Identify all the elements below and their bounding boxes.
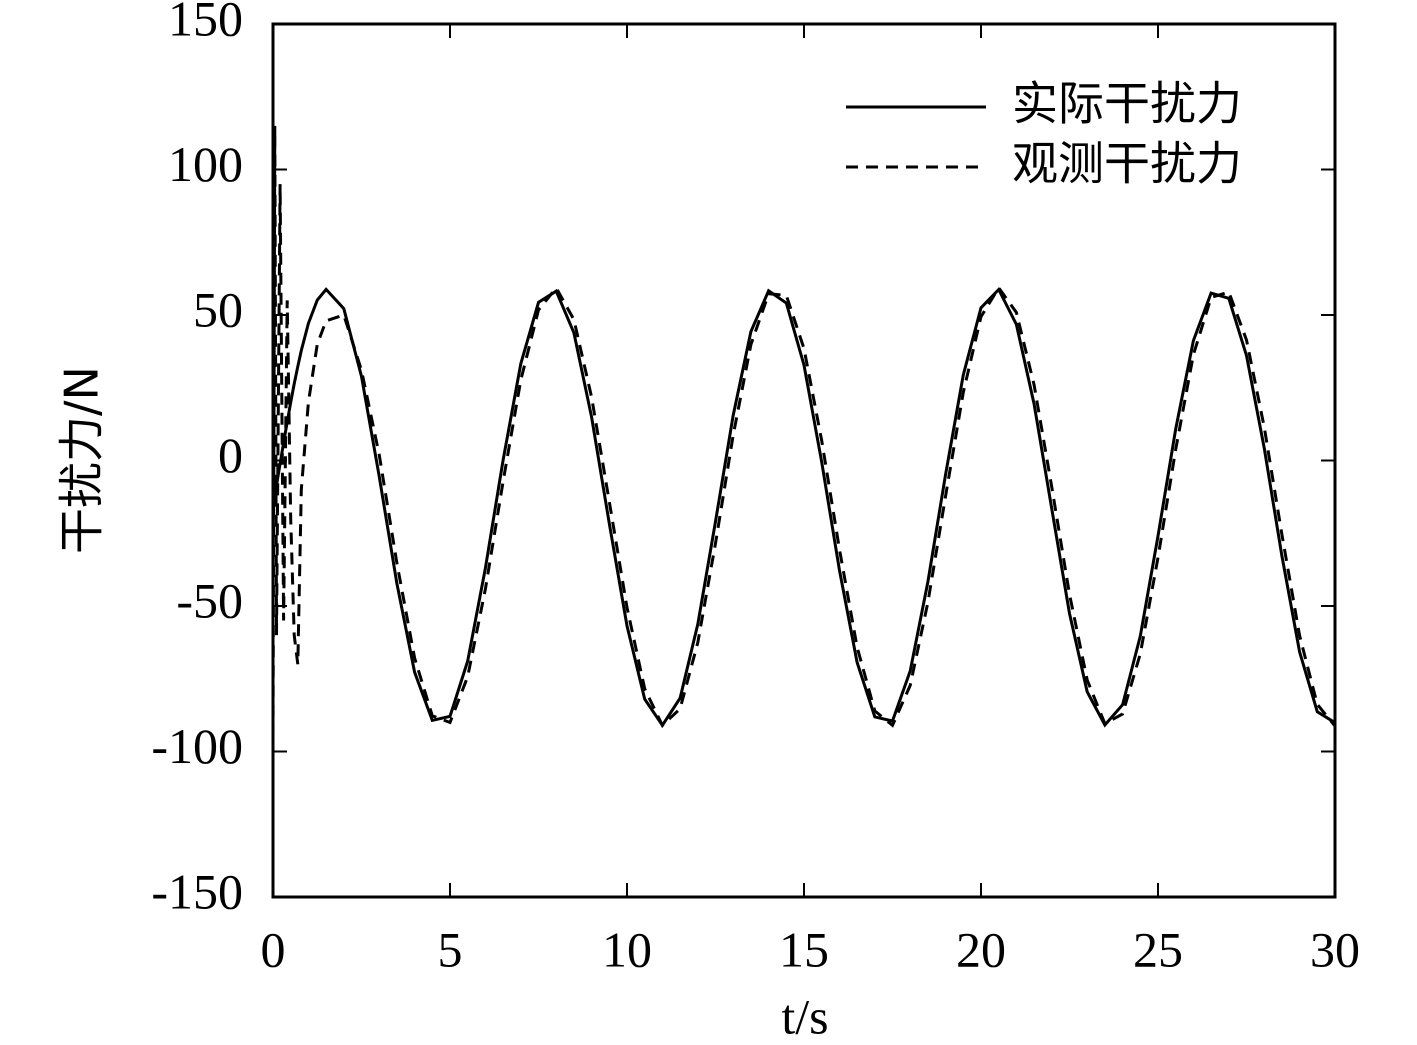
x-tick-label: 30 [1310,921,1360,977]
x-tick-label: 0 [261,921,286,977]
x-tick-label: 10 [602,921,652,977]
y-tick-label: -100 [151,718,243,774]
legend-label: 观测干扰力 [1012,137,1242,191]
y-tick-label: 100 [168,136,243,192]
data-line [271,286,1336,729]
y-tick-label: -150 [151,863,243,919]
y-tick-label: 0 [218,427,243,483]
y-tick-label: 50 [193,281,243,337]
y-axis-label: 干扰力/N [55,366,109,554]
y-tick-label: -50 [176,572,243,628]
data-line [271,125,1337,738]
y-tick-label: 150 [168,0,243,46]
x-tick-label: 20 [956,921,1006,977]
x-tick-label: 25 [1133,921,1183,977]
x-tick-label: 15 [779,921,829,977]
legend-label: 实际干扰力 [1012,77,1242,131]
x-tick-label: 5 [438,921,463,977]
x-axis-label: t/s [781,988,828,1044]
